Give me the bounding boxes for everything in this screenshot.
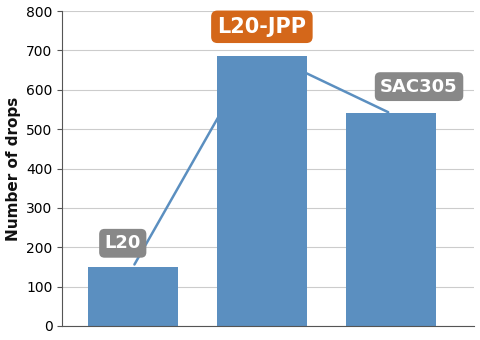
Bar xyxy=(88,267,178,326)
Text: L20-JPP: L20-JPP xyxy=(217,17,306,37)
Bar xyxy=(217,56,307,326)
Y-axis label: Number of drops: Number of drops xyxy=(6,96,21,241)
Bar xyxy=(346,114,436,326)
Text: L20: L20 xyxy=(105,234,141,252)
Text: SAC305: SAC305 xyxy=(380,78,458,96)
